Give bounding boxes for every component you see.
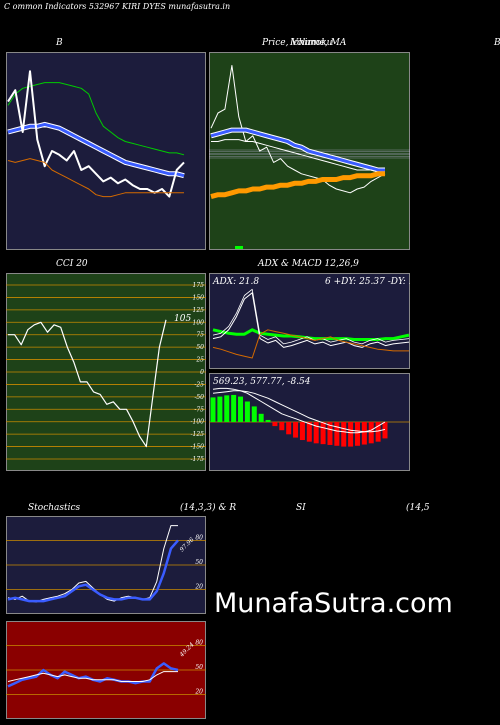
cci-tick-label: 150 [193, 294, 205, 301]
macd-histogram-bar [238, 396, 244, 422]
cci-tick-label: -50 [194, 394, 204, 401]
page-title: C ommon Indicators 532967 KIRI DYES muna… [4, 2, 231, 11]
adx-chart: ADX: 21.8 6 +DY: 25.37 -DY: 16.27 [209, 273, 410, 369]
price-chart [209, 52, 410, 250]
macd-histogram-bar [313, 422, 319, 444]
price-panel [209, 52, 410, 250]
bollinger-chart [6, 52, 206, 250]
bollinger-lower-line [7, 158, 184, 198]
adx-dy-line [212, 329, 409, 359]
stoch-d-line [7, 539, 179, 603]
adx-dy-line [212, 292, 410, 348]
rsi-rsiwhite-line [7, 671, 178, 682]
macd-histogram-bar [368, 422, 374, 444]
macd-readout: 569.23, 577.77, -8.54 [213, 377, 311, 387]
adx-title: ADX & MACD 12,26,9 [258, 259, 359, 269]
cci-tick-label: -150 [191, 444, 205, 451]
ichimoku-title: Ichimoku [290, 38, 333, 48]
stoch-panel: 80 50 20 97.96 [6, 516, 206, 614]
macd-histogram-bar [279, 422, 285, 431]
macd-histogram-bar [293, 422, 299, 438]
cci-value-label: 105 [174, 314, 191, 324]
adx-adx-line [212, 328, 410, 341]
rsi-params: (14,5 [406, 503, 430, 513]
cci-chart: 175 150 125 100 75 50 25 0 -25 -50 -75 -100 -125 -150… [6, 273, 206, 471]
rsi-tick-label: 20 [194, 689, 203, 696]
macd-histogram-bar [354, 422, 360, 446]
cci-tick-label: 0 [200, 369, 204, 376]
macd-histogram-bar [272, 422, 278, 427]
adx-readout-left: ADX: 21.8 [212, 277, 259, 287]
cci-tick-label: -100 [191, 419, 205, 426]
macd-histogram-bar [210, 397, 216, 422]
watermark: MunafaSutra.com [214, 588, 453, 619]
macd-histogram-bar [286, 422, 292, 435]
stoch-title: Stochastics [28, 503, 81, 513]
price-ma-orange-line [210, 171, 385, 200]
macd-histogram-bar [361, 422, 367, 445]
price-price-line [210, 65, 386, 194]
cci-tick-label: 125 [193, 307, 205, 314]
rsi-title: SI [296, 503, 306, 513]
macd-histogram-bar [327, 422, 333, 445]
bollinger-mid-line [7, 122, 185, 178]
cci-tick-label: 50 [196, 344, 204, 351]
cci-title: CCI 20 [56, 259, 88, 269]
bollinger-title: B [56, 38, 63, 48]
cci-panel: 175 150 125 100 75 50 25 0 -25 -50 -75 -100 -125 -150… [6, 273, 206, 471]
macd-chart: 569.23, 577.77, -8.54 [209, 373, 410, 471]
macd-histogram-bar [244, 401, 250, 422]
rsi-tick-label: 80 [195, 639, 203, 646]
macd-histogram-bar [258, 413, 264, 422]
macd-histogram-bar [348, 422, 354, 447]
cci-tick-label: 175 [193, 282, 205, 289]
macd-histogram-bar [231, 394, 237, 422]
macd-histogram-bar [320, 422, 326, 445]
cci-tick-label: -75 [194, 406, 204, 413]
price-title: Price, Volume, MA [262, 38, 347, 48]
stoch-tick-label: 50 [195, 559, 203, 566]
adx-readout-right: 6 +DY: 25.37 -DY: 16.27 [325, 277, 410, 287]
cci-tick-label: 25 [195, 357, 204, 364]
stoch-tick-label: 80 [195, 534, 203, 541]
macd-panel: 569.23, 577.77, -8.54 [209, 373, 410, 471]
stoch-params: (14,3,3) & R [180, 503, 237, 513]
price-ma-white-line [211, 139, 385, 173]
bollinger-panel [6, 52, 206, 250]
cci-tick-label: -25 [194, 381, 204, 388]
adx-pdy-shadow-line [212, 288, 410, 345]
cci-line [8, 319, 167, 448]
panel-background [209, 273, 410, 369]
macd-histogram-bar [299, 422, 305, 441]
macd-histogram-bar [382, 422, 388, 439]
cci-tick-label: -125 [191, 431, 205, 438]
macd-histogram-bar [224, 395, 230, 422]
macd-histogram-bar [341, 422, 347, 447]
macd-histogram-bar [306, 422, 312, 442]
edge-label: B [494, 38, 500, 48]
cci-tick-label: 100 [193, 319, 205, 326]
bollinger-upper-line [7, 82, 185, 156]
macd-histogram-bar [265, 419, 271, 422]
rsi-panel: 80 50 20 49.24 [6, 621, 206, 719]
cci-tick-label: -175 [191, 456, 205, 463]
macd-histogram-bar [217, 396, 223, 422]
macd-histogram-bar [334, 422, 340, 446]
adx-panel: ADX: 21.8 6 +DY: 25.37 -DY: 16.27 [209, 273, 410, 369]
stoch-tick-label: 20 [194, 584, 203, 591]
macd-histogram-bar [251, 406, 257, 422]
rsi-tick-label: 50 [195, 664, 203, 671]
volume-bar [235, 246, 243, 249]
macd-signal-line [212, 390, 386, 433]
cci-tick-label: 75 [196, 332, 204, 339]
price-ma-blue-line [210, 128, 385, 172]
macd-histogram-bar [375, 422, 381, 442]
